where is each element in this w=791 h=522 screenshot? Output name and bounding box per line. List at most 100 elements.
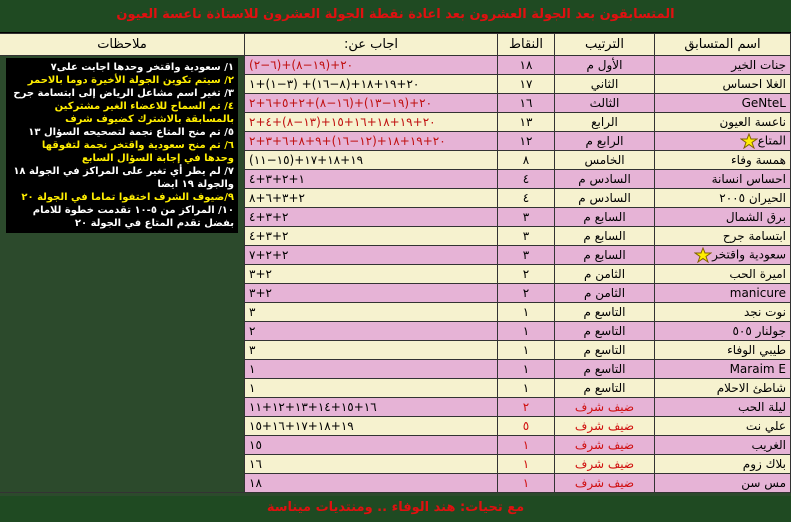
rank-cell: السادس م [554, 188, 655, 208]
standings-table: اسم المتسابق الترتيب النقاط اجاب عن: ملاحظات… [0, 33, 791, 493]
table-row: سعودية واقتخر السابع م ٣ ٢+٢+٧ [0, 245, 791, 265]
points-cell: ١ [497, 454, 555, 474]
table-row: برق الشمال السابع م ٣ ٢+٣+٤ [0, 207, 791, 227]
cell-text: ليلة الحب [737, 400, 786, 414]
answers-cell: ٢٠+١٩+١٨+(٨−١٦)+ (٣−١)+١ [244, 74, 498, 94]
cell-text: ٢ [522, 400, 530, 414]
points-cell: ٥ [497, 416, 555, 436]
answers-cell: ١٩+١٨+١٧+١٦+١٥ [244, 416, 498, 436]
points-cell: ١٨ [497, 55, 555, 75]
cell-text: ضيف شرف [574, 457, 635, 471]
cell-text: ٢ [249, 324, 256, 338]
table-row: ليلة الحب ضيف شرف ٢ ١٦+١٥+١٤+١٣+١٢+١١ [0, 397, 791, 417]
name-cell: جولنار ٥٠٥ [654, 321, 791, 341]
cell-text: الرابع م [585, 134, 624, 148]
cell-text: ١ [522, 381, 530, 395]
name-cell: الحيران ٢٠٠٥ [654, 188, 791, 208]
cell-text: نوت نجد [743, 305, 786, 319]
name-cell: manicure [654, 283, 791, 303]
answers-cell: ٣ [244, 340, 498, 360]
answers-cell: ٢ [244, 321, 498, 341]
name-cell: مس سن [654, 473, 791, 493]
points-cell: ٣ [497, 207, 555, 227]
cell-text: ١ [249, 362, 256, 376]
cell-text: ٣ [249, 343, 256, 357]
cell-text: ١٥ [249, 438, 262, 452]
name-cell: ابتسامة جرح [654, 226, 791, 246]
rank-cell: الرابع م [554, 131, 655, 151]
cell-text: ١ [522, 343, 530, 357]
table-row: بلاك زوم ضيف شرف ١ ١٦ [0, 454, 791, 474]
cell-text: ١٧ [519, 77, 533, 91]
cell-text: جولنار ٥٠٥ [732, 324, 786, 338]
cell-text: Maraim E [729, 362, 786, 376]
answers-cell: ٢+٣ [244, 283, 498, 303]
rank-cell: الأول م [554, 55, 655, 75]
answers-cell: ١+٢+٣+٤ [244, 169, 498, 189]
answers-cell: ٢٠+(١٩−٨)+(٦−٢) [244, 55, 498, 75]
cell-text: ١ [522, 324, 530, 338]
points-cell: ١٦ [497, 93, 555, 113]
name-cell: همسة وفاء [654, 150, 791, 170]
cell-text: الغلا احساس [722, 77, 786, 91]
name-cell: الغريب [654, 435, 791, 455]
cell-text: السادس م [578, 172, 631, 186]
cell-text: ٢٠+١٩+١٨+(١٢−١٦)+٩+٨+٦+٣+٢ [249, 134, 446, 148]
name-cell: طيبي الوفاء [654, 340, 791, 360]
cell-text: ٢٠+١٩+١٨+(٨−١٦)+ (٣−١)+١ [249, 77, 420, 91]
note: ٦/ تم منح سعودية واقتخر نجمة لتفوقها وحد… [41, 140, 234, 164]
column-header: الترتيب [554, 33, 655, 56]
cell-text: ٢+٣+٦+٨ [249, 191, 305, 205]
name-cell: علي نت [654, 416, 791, 436]
star-icon [693, 246, 713, 264]
answers-cell: ٢٠+(١٩−١٣)+(١٦−٨)+٢+٥+٦+٢ [244, 93, 498, 113]
cell-text: مس سن [741, 476, 786, 490]
note: ٥/ تم منح المتاع نجمة لتصحيحه السؤال ١٣ [28, 127, 234, 138]
rank-cell: التاسع م [554, 302, 655, 322]
cell-text: ١٦+١٥+١٤+١٣+١٢+١١ [249, 400, 377, 414]
table-row: جنات الخير الأول م ١٨ ٢٠+(١٩−٨)+(٦−٢) ١/ سعو… [0, 55, 791, 493]
points-cell: ٢ [497, 283, 555, 303]
points-cell: ٤ [497, 169, 555, 189]
cell-text: الخامس [584, 153, 625, 167]
answers-cell: ١٨ [244, 473, 498, 493]
name-cell: برق الشمال [654, 207, 791, 227]
points-cell: ١ [497, 378, 555, 398]
points-cell: ١ [497, 340, 555, 360]
cell-text: ٢ [522, 286, 530, 300]
cell-text: بلاك زوم [742, 457, 786, 471]
cell-text: ٢+٣ [249, 286, 272, 300]
rank-cell: التاسع م [554, 378, 655, 398]
name-cell: المتاع [654, 131, 791, 151]
cell-text: همسة وفاء [730, 153, 786, 167]
cell-text: ضيف شرف [574, 438, 635, 452]
points-cell: ٢ [497, 397, 555, 417]
column-header: اسم المتسابق [654, 33, 791, 56]
name-cell: ليلة الحب [654, 397, 791, 417]
cell-text: ٣ [522, 210, 530, 224]
points-cell: ٤ [497, 188, 555, 208]
cell-text: ٥ [522, 419, 530, 433]
cell-text: الغريب [751, 438, 786, 452]
note: ٩/ضيوف الشرف اختفوا تماما في الجولة ٢٠ [21, 192, 234, 203]
name-cell: Maraim E [654, 359, 791, 379]
note: ٤/ تم السماح للاعضاء الغير مشتركين بالمس… [54, 101, 234, 125]
cell-text: طيبي الوفاء [727, 343, 786, 357]
points-cell: ١ [497, 473, 555, 493]
name-cell: الغلا احساس [654, 74, 791, 94]
cell-text: ٢ [522, 267, 530, 281]
rank-cell: ضيف شرف [554, 416, 655, 436]
table-row: الغريب ضيف شرف ١ ١٥ [0, 435, 791, 455]
cell-text: التاسع م [583, 324, 626, 338]
answers-cell: ١ [244, 359, 498, 379]
cell-text: ١ [522, 438, 530, 452]
points-cell: ١٢ [497, 131, 555, 151]
rank-cell: الثاني [554, 74, 655, 94]
table-row: طيبي الوفاء التاسع م ١ ٣ [0, 340, 791, 360]
rank-cell: الثالث [554, 93, 655, 113]
table-row: ابتسامة جرح السابع م ٣ ٢+٣+٤ [0, 226, 791, 246]
answers-cell: ١٦+١٥+١٤+١٣+١٢+١١ [244, 397, 498, 417]
cell-text: ١٣ [519, 115, 533, 129]
name-cell: ناعسة العيون [654, 112, 791, 132]
